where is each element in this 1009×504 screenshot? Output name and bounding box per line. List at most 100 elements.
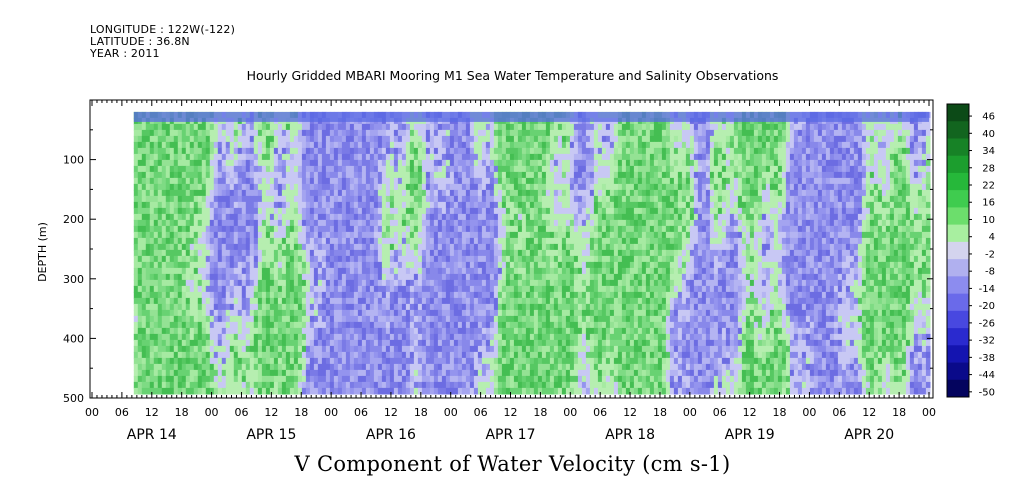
heat-cell [449,255,455,263]
heat-cell [277,201,283,209]
heat-cell [781,153,787,161]
heat-cell [349,177,355,185]
heat-cell [249,255,255,263]
heat-cell [813,135,819,143]
heat-cell [573,177,579,185]
heat-cell [425,249,431,257]
heat-cell [829,237,835,245]
heat-cell [913,237,919,245]
heat-cell [277,165,283,173]
heat-cell [917,225,923,233]
heat-cell [441,189,447,197]
heat-cell [801,129,807,137]
heat-cell [413,165,419,173]
heat-cell [281,177,287,185]
heat-cell [589,123,595,131]
heat-cell [361,135,367,143]
heat-cell [569,123,575,131]
heat-cell [289,141,295,149]
heat-cell [633,165,639,173]
heat-cell [321,219,327,227]
heat-cell [689,153,695,161]
heat-cell [269,237,275,245]
heat-cell [725,171,731,179]
heat-cell [477,243,483,251]
heat-cell [829,231,835,239]
heat-cell [153,147,159,155]
heat-cell [913,135,919,143]
heat-cell [577,219,583,227]
heat-cell [509,201,515,209]
heat-cell [365,195,371,203]
heat-cell [925,219,931,227]
heat-cell [169,195,175,203]
heat-cell [565,207,571,215]
heat-cell [733,201,739,209]
heat-cell [541,195,547,203]
heat-cell [389,219,395,227]
heat-cell [341,237,347,245]
heat-cell [201,249,207,257]
heat-cell [553,159,559,167]
heat-cell [457,159,463,167]
heat-cell [509,153,515,161]
heat-cell [473,183,479,191]
heat-cell [537,141,543,149]
heat-cell [153,153,159,161]
heat-cell [613,165,619,173]
heat-cell [425,171,431,179]
heat-cell [373,183,379,191]
heat-cell [729,177,735,185]
heat-cell [793,153,799,161]
heat-cell [737,243,743,251]
heat-cell [133,213,139,221]
heat-cell [861,237,867,245]
heat-cell [169,219,175,227]
heat-cell [897,237,903,245]
heat-cell [501,135,507,143]
heat-cell [529,237,535,245]
heat-cell [785,201,791,209]
heat-cell [869,207,875,215]
heat-cell [429,129,435,137]
heat-cell [289,123,295,131]
heat-cell [181,159,187,167]
heat-cell [469,249,475,257]
heat-cell [425,231,431,239]
heat-cell [513,243,519,251]
heat-cell [857,189,863,197]
heat-cell [345,231,351,239]
heat-cell [641,213,647,221]
heat-cell [301,207,307,215]
heat-cell [589,189,595,197]
heat-cell [685,147,691,155]
heat-cell [437,171,443,179]
heat-cell [457,165,463,173]
heat-cell [297,189,303,197]
heat-cell [517,225,523,233]
heat-cell [377,165,383,173]
heat-cell [689,255,695,263]
heat-cell [665,177,671,185]
heat-cell [585,123,591,131]
heat-cell [781,255,787,263]
heat-cell [701,183,707,191]
heat-cell [549,153,555,161]
heat-cell [169,261,175,269]
heat-cell [917,153,923,161]
heat-cell [773,255,779,263]
heat-cell [473,213,479,221]
heat-cell [641,189,647,197]
heat-cell [497,243,503,251]
heat-cell [721,147,727,155]
heat-cell [325,237,331,245]
heat-cell [613,249,619,257]
heat-cell [701,147,707,155]
heat-cell [649,159,655,167]
heat-cell [273,207,279,215]
heat-cell [269,135,275,143]
heat-cell [413,231,419,239]
heat-cell [649,201,655,209]
heat-cell [489,141,495,149]
heat-cell [473,165,479,173]
